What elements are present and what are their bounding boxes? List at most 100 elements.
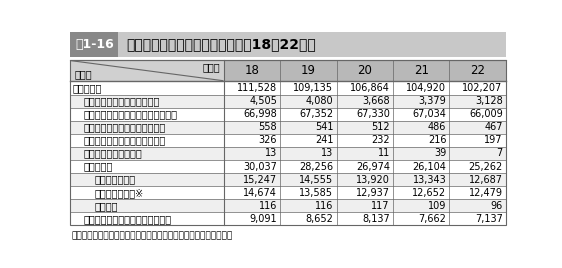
Text: 67,034: 67,034 <box>413 109 446 119</box>
Text: 4,505: 4,505 <box>249 96 277 106</box>
Text: 総数（軒）: 総数（軒） <box>72 83 102 93</box>
Text: 4,080: 4,080 <box>306 96 333 106</box>
Bar <box>224 121 280 134</box>
Text: 241: 241 <box>315 135 333 145</box>
Bar <box>70 121 224 134</box>
Text: 116: 116 <box>259 201 277 211</box>
Bar <box>450 186 506 199</box>
Text: 558: 558 <box>259 122 277 132</box>
Bar <box>393 173 450 186</box>
Text: 7,662: 7,662 <box>418 214 446 224</box>
Bar <box>224 81 280 95</box>
Bar <box>450 134 506 147</box>
Bar <box>393 95 450 108</box>
Text: 13: 13 <box>321 148 333 158</box>
Text: 106,864: 106,864 <box>350 83 390 93</box>
Text: 26,974: 26,974 <box>356 162 390 172</box>
Bar <box>280 95 337 108</box>
Text: 117: 117 <box>371 201 390 211</box>
Text: 67,352: 67,352 <box>300 109 333 119</box>
Text: 22: 22 <box>470 64 485 77</box>
Text: 21: 21 <box>414 64 429 77</box>
Bar <box>450 212 506 225</box>
Text: 第１号営業（キャバレー等）: 第１号営業（キャバレー等） <box>83 96 160 106</box>
Text: 13,343: 13,343 <box>413 175 446 185</box>
Text: 66,009: 66,009 <box>469 109 502 119</box>
Bar <box>70 108 224 121</box>
Text: 11: 11 <box>378 148 390 158</box>
Text: 7: 7 <box>496 148 502 158</box>
Text: 第５号及び第６号営業: 第５号及び第６号営業 <box>83 148 142 158</box>
Text: 14,674: 14,674 <box>243 188 277 198</box>
Bar <box>337 121 393 134</box>
Bar <box>393 134 450 147</box>
Text: 66,998: 66,998 <box>243 109 277 119</box>
Text: 第２号営業（料理店、カフェー等）: 第２号営業（料理店、カフェー等） <box>83 109 178 119</box>
Bar <box>280 186 337 199</box>
Text: 8,137: 8,137 <box>362 214 390 224</box>
Bar <box>337 81 393 95</box>
Bar <box>280 81 337 95</box>
Bar <box>337 212 393 225</box>
Bar <box>337 108 393 121</box>
Bar <box>393 212 450 225</box>
Text: 96: 96 <box>491 201 502 211</box>
Bar <box>70 32 118 57</box>
Text: 12,479: 12,479 <box>469 188 502 198</box>
Text: 39: 39 <box>434 148 446 158</box>
Bar <box>450 121 506 134</box>
Text: 541: 541 <box>315 122 333 132</box>
Text: 13: 13 <box>265 148 277 158</box>
Bar <box>393 160 450 173</box>
Text: 326: 326 <box>259 135 277 145</box>
Text: 26,104: 26,104 <box>413 162 446 172</box>
Text: 18: 18 <box>244 64 259 77</box>
Bar <box>450 147 506 160</box>
Text: 15,247: 15,247 <box>243 175 277 185</box>
Text: 9,091: 9,091 <box>250 214 277 224</box>
Text: まあじゃん屋: まあじゃん屋 <box>94 175 135 185</box>
Text: 13,585: 13,585 <box>300 188 333 198</box>
Bar <box>337 160 393 173</box>
Text: 486: 486 <box>428 122 446 132</box>
Text: 13,920: 13,920 <box>356 175 390 185</box>
Bar <box>393 199 450 212</box>
Text: 104,920: 104,920 <box>406 83 446 93</box>
Bar <box>450 95 506 108</box>
Text: 19: 19 <box>301 64 316 77</box>
Bar <box>337 173 393 186</box>
Bar <box>337 95 393 108</box>
Bar <box>337 147 393 160</box>
Text: 区　分: 区 分 <box>74 69 92 80</box>
Bar <box>70 147 224 160</box>
Bar <box>224 134 280 147</box>
Text: 25,262: 25,262 <box>469 162 502 172</box>
Text: 111,528: 111,528 <box>237 83 277 93</box>
Bar <box>280 212 337 225</box>
Bar <box>393 81 450 95</box>
Text: 232: 232 <box>371 135 390 145</box>
Bar <box>224 160 280 173</box>
Text: 67,330: 67,330 <box>356 109 390 119</box>
Bar <box>280 173 337 186</box>
Text: 3,128: 3,128 <box>475 96 502 106</box>
Text: 3,379: 3,379 <box>419 96 446 106</box>
Text: 12,687: 12,687 <box>469 175 502 185</box>
Bar <box>393 60 450 81</box>
Text: 7,137: 7,137 <box>475 214 502 224</box>
Text: 風俗営業の営業所数の推移（平成18〜22年）: 風俗営業の営業所数の推移（平成18〜22年） <box>126 38 316 51</box>
Bar <box>224 212 280 225</box>
Bar <box>224 173 280 186</box>
Text: 20: 20 <box>357 64 372 77</box>
Bar <box>70 81 224 95</box>
Bar <box>337 186 393 199</box>
Text: 197: 197 <box>484 135 502 145</box>
Text: 30,037: 30,037 <box>243 162 277 172</box>
Bar <box>118 32 506 57</box>
Bar <box>393 108 450 121</box>
Text: 109,135: 109,135 <box>293 83 333 93</box>
Text: 年　次: 年 次 <box>202 62 220 72</box>
Text: その他: その他 <box>94 201 118 211</box>
Text: 注：ぱちんこ屋及び回胴式遊技機等を設置して客に遊技させる営業: 注：ぱちんこ屋及び回胴式遊技機等を設置して客に遊技させる営業 <box>72 231 233 240</box>
Text: 第４号営業（ダンスホール等）: 第４号営業（ダンスホール等） <box>83 135 166 145</box>
